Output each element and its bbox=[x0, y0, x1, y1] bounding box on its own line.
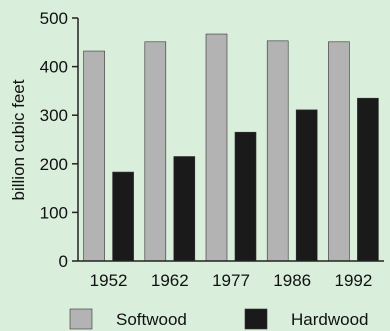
y-tick-label: 100 bbox=[40, 203, 68, 222]
x-tick-label: 1986 bbox=[273, 271, 311, 290]
y-tick-label: 400 bbox=[40, 58, 68, 77]
bar-softwood-1962 bbox=[144, 41, 167, 262]
legend: Softwood Hardwood bbox=[69, 308, 369, 330]
y-axis-title: billion cubic feet bbox=[9, 79, 28, 200]
bar-softwood-1986 bbox=[266, 40, 289, 262]
bar-softwood-1992 bbox=[328, 41, 350, 262]
bars bbox=[83, 33, 379, 262]
y-tick-label: 300 bbox=[40, 106, 68, 125]
y-tick-label: 200 bbox=[40, 155, 68, 174]
bar-hardwood-1977 bbox=[234, 131, 257, 262]
bar-softwood-1952 bbox=[83, 50, 105, 262]
bar-hardwood-1952 bbox=[112, 171, 134, 262]
y-tick-label: 0 bbox=[59, 252, 68, 271]
legend-label-softwood: Softwood bbox=[116, 310, 187, 329]
y-axis: 0 100 200 300 400 500 bbox=[40, 9, 79, 271]
x-tick-label: 1992 bbox=[334, 271, 372, 290]
x-axis: 1952 1962 1977 1986 1992 bbox=[78, 260, 384, 290]
legend-swatch-hardwood bbox=[244, 308, 268, 330]
bar-hardwood-1962 bbox=[173, 156, 196, 262]
bar-softwood-1977 bbox=[205, 33, 228, 262]
x-tick-label: 1952 bbox=[90, 271, 128, 290]
bar-hardwood-1986 bbox=[295, 109, 318, 262]
x-tick-label: 1962 bbox=[151, 271, 189, 290]
bar-hardwood-1992 bbox=[357, 97, 379, 262]
legend-swatch-softwood bbox=[69, 308, 93, 330]
legend-label-hardwood: Hardwood bbox=[291, 310, 369, 329]
x-tick-label: 1977 bbox=[212, 271, 250, 290]
y-tick-label: 500 bbox=[40, 9, 68, 28]
